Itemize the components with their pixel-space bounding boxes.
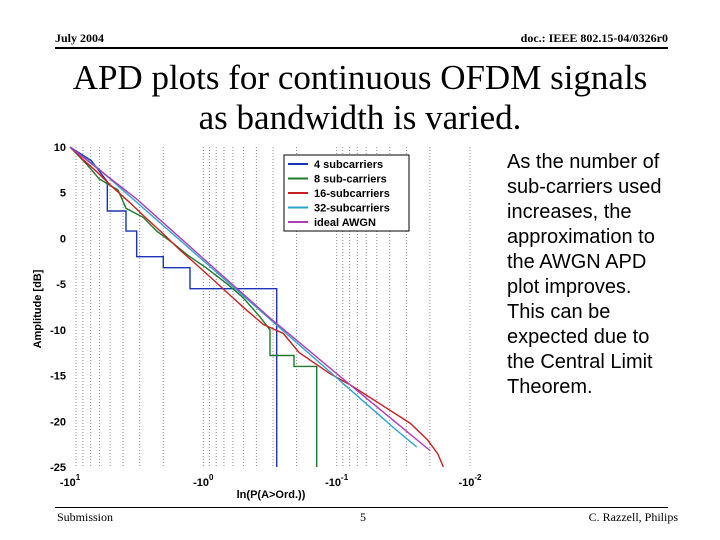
series-line-ideal-awgn (69, 146, 431, 452)
side-text-line: the Central Limit (507, 351, 653, 373)
y-tick-labels: 10 5 0 -5 -10 -15 -20 -25 (50, 142, 66, 474)
side-text-line: increases, the (507, 201, 632, 223)
x-tick-label: -101 (60, 473, 81, 489)
header-date: July 2004 (55, 31, 105, 45)
side-text-line: plot improves. (507, 276, 632, 298)
x-tick-label: -10-1 (325, 473, 349, 489)
header-doc-id: doc.: IEEE 802.15-04/0326r0 (520, 31, 668, 45)
series-lines (69, 146, 444, 468)
y-tick-label: -5 (56, 279, 66, 291)
legend-label-ideal-awgn: ideal AWGN (314, 217, 376, 229)
series-line-16-subcarriers (69, 146, 444, 468)
series-line-4-subcarriers (69, 146, 278, 467)
slide-title-line-1: APD plots for continuous OFDM signals (72, 58, 648, 97)
side-text-line: expected due to (507, 326, 650, 348)
x-tick-label: -10-2 (458, 473, 482, 489)
legend-label-8-sub-carriers: 8 sub-carriers (314, 174, 387, 186)
footer-submission: Submission (57, 510, 114, 524)
x-tick-label: -100 (193, 473, 214, 489)
side-text-line: As the number of (507, 151, 660, 173)
side-text-line: the AWGN APD (507, 251, 647, 273)
legend-label-4-subcarriers: 4 subcarriers (314, 159, 383, 171)
grid-lines (75, 147, 471, 467)
slide-title: APD plots for continuous OFDM signals as… (0, 58, 720, 138)
header-rule (55, 47, 668, 49)
side-text: As the number of sub-carriers used incre… (507, 150, 697, 400)
plot-area (70, 147, 470, 467)
side-text-line: sub-carriers used (507, 176, 662, 198)
plot-background (70, 147, 470, 467)
y-tick-label: -15 (50, 371, 66, 383)
x-tick-labels: -101 -100 -10-1 -10-2 (60, 473, 482, 489)
series-line-32-subcarriers (69, 146, 418, 448)
legend: 4 subcarriers 8 sub-carriers 16-subcarrier… (283, 154, 410, 232)
y-tick-label: -20 (50, 416, 66, 428)
y-axis-label: Amplitude [dB] (32, 269, 44, 348)
y-tick-label: 5 (60, 188, 66, 200)
side-text-line: Theorem. (507, 376, 593, 398)
legend-label-16-subcarriers: 16-subcarriers (314, 188, 390, 200)
y-tick-label: -10 (50, 325, 66, 337)
footer-page-number: 5 (360, 510, 366, 524)
y-tick-label: 10 (54, 142, 66, 154)
footer-author: C. Razzell, Philips (588, 510, 678, 524)
side-text-line: This can be (507, 301, 611, 323)
slide-title-line-2: as bandwidth is varied. (198, 98, 522, 137)
x-axis-label: ln(P(A>Ord.)) (237, 489, 306, 501)
footer-rule (55, 507, 668, 508)
legend-label-32-subcarriers: 32-subcarriers (314, 203, 390, 215)
side-text-line: approximation to (507, 226, 655, 248)
y-tick-label: -25 (50, 462, 66, 474)
y-tick-label: 0 (60, 233, 66, 245)
